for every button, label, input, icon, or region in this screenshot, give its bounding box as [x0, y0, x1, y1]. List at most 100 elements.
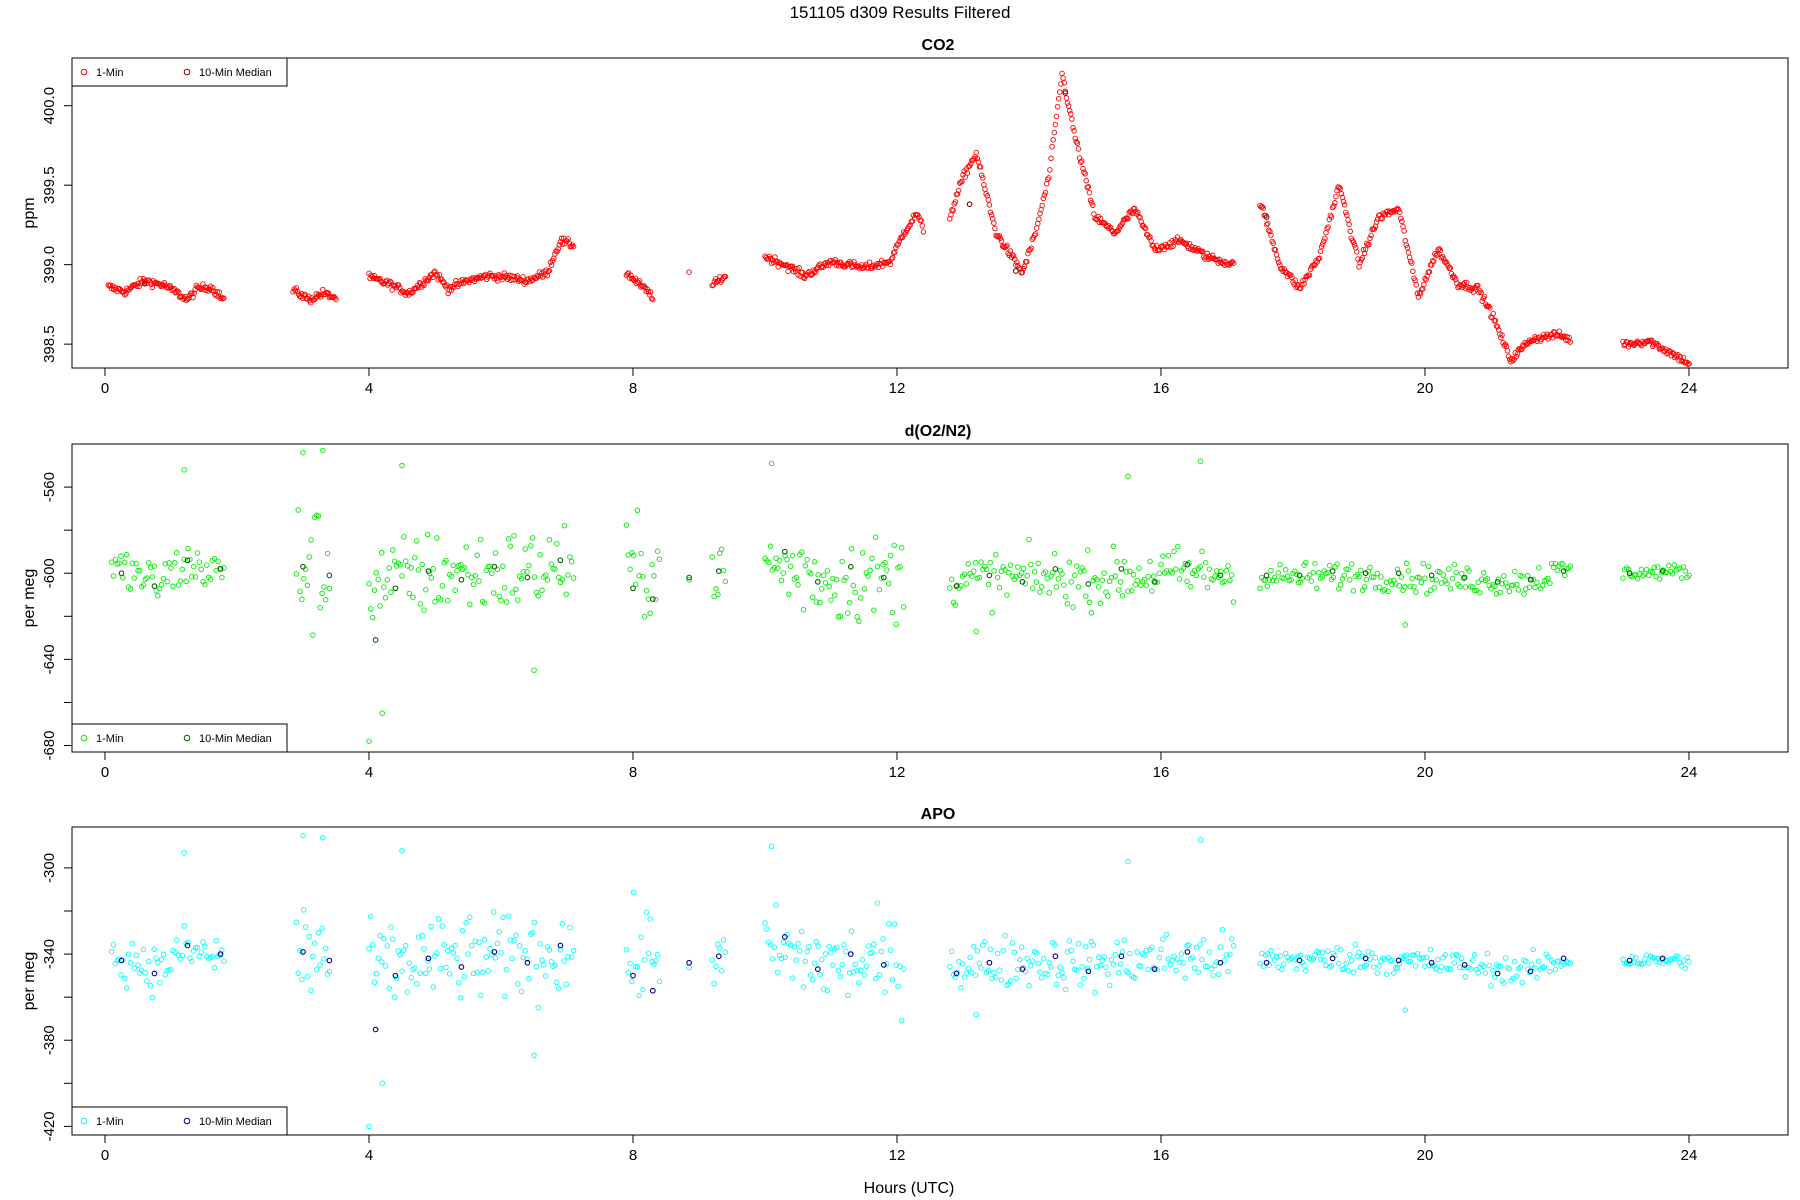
one-min-point: [647, 916, 653, 922]
one-min-point: [887, 552, 894, 559]
one-min-point: [1037, 969, 1043, 975]
one-min-point: [1513, 581, 1520, 588]
one-min-point: [1539, 334, 1546, 341]
one-min-point: [985, 967, 992, 974]
one-min-point: [1504, 348, 1511, 354]
one-min-point: [1136, 213, 1142, 220]
one-min-point: [804, 556, 810, 563]
one-min-point: [1007, 562, 1014, 568]
one-min-point: [144, 978, 150, 984]
one-min-point: [643, 909, 650, 916]
one-min-point: [1002, 932, 1008, 939]
one-min-point: [454, 567, 460, 574]
one-min-point: [211, 965, 218, 971]
one-min-point: [467, 914, 473, 921]
one-min-point: [874, 563, 881, 570]
one-min-point: [1052, 121, 1059, 128]
one-min-point: [1374, 970, 1381, 976]
one-min-point: [535, 593, 541, 599]
y-tick-label-co2: 398.5: [41, 325, 58, 363]
one-min-point: [1558, 334, 1565, 340]
one-min-point: [1124, 215, 1130, 221]
one-min-point: [978, 172, 985, 179]
one-min-point: [1212, 573, 1218, 580]
one-min-point: [809, 977, 816, 983]
one-min-point: [1494, 324, 1501, 330]
one-min-point: [125, 951, 132, 957]
one-min-point: [1272, 247, 1279, 253]
one-min-point: [1385, 588, 1392, 595]
one-min-point: [390, 547, 396, 553]
one-min-point: [887, 947, 894, 953]
one-min-point: [397, 952, 403, 958]
one-min-point: [859, 956, 866, 963]
y-tick-label-apo: -300: [41, 853, 58, 883]
one-min-point: [563, 981, 569, 988]
one-min-point: [1125, 858, 1131, 865]
one-min-point: [1399, 218, 1405, 225]
x-tick-label-o2n2: 4: [365, 764, 373, 781]
one-min-point: [1381, 587, 1388, 593]
one-min-point: [498, 597, 504, 604]
legend-label-one-min: 1-Min: [96, 733, 124, 745]
one-min-point: [1048, 964, 1054, 970]
x-tick-label-co2: 0: [101, 380, 109, 397]
one-min-point: [1085, 183, 1092, 190]
one-min-point: [811, 960, 818, 966]
one-min-point: [710, 282, 717, 288]
one-min-point: [722, 273, 729, 280]
one-min-point: [1407, 583, 1414, 590]
one-min-point: [1644, 952, 1650, 958]
one-min-point: [1273, 577, 1280, 584]
median-point: [300, 563, 306, 570]
one-min-point: [1199, 956, 1205, 963]
median-point: [184, 557, 191, 564]
one-min-point: [375, 955, 381, 961]
one-min-point: [1435, 956, 1441, 963]
one-min-point: [869, 949, 875, 956]
one-min-point: [1438, 964, 1445, 970]
one-min-point: [1228, 936, 1235, 942]
one-min-point: [432, 268, 438, 275]
one-min-point: [817, 599, 823, 606]
median-point: [781, 548, 788, 555]
one-min-point: [1123, 569, 1129, 575]
one-min-point: [470, 970, 477, 977]
one-min-point: [1058, 81, 1064, 87]
median-point: [392, 585, 399, 592]
one-min-point: [181, 923, 187, 929]
one-min-point: [887, 261, 894, 268]
y-axis-label-co2: ppm: [21, 197, 38, 228]
one-min-point: [800, 984, 807, 990]
x-tick-label-o2n2: 0: [101, 764, 109, 781]
one-min-point: [1401, 228, 1407, 234]
one-min-point: [1552, 560, 1559, 567]
one-min-point: [802, 563, 809, 569]
one-min-point: [812, 269, 819, 275]
one-min-point: [1128, 588, 1135, 594]
one-min-point: [1442, 952, 1448, 958]
one-min-point: [1292, 277, 1298, 283]
panel-o2n2: d(O2/N2) per meg 0 4 8 12 16 20 24 -680 -640 -600 -5…: [21, 423, 1789, 781]
median-point: [1494, 578, 1501, 585]
one-min-point: [537, 941, 543, 947]
one-min-point: [432, 599, 438, 605]
one-min-point: [1101, 570, 1107, 576]
one-min-point: [1210, 972, 1216, 979]
one-min-point: [1169, 570, 1175, 576]
one-min-point: [1183, 240, 1190, 247]
one-min-point: [133, 560, 139, 567]
one-min-point: [1176, 959, 1183, 965]
one-min-point: [1501, 342, 1507, 349]
one-min-point: [423, 970, 429, 977]
one-min-point: [986, 202, 993, 208]
one-min-point: [1114, 559, 1120, 565]
one-min-point: [1354, 249, 1360, 255]
one-min-point: [846, 599, 853, 606]
one-min-point: [452, 587, 458, 593]
one-min-point: [1055, 95, 1062, 102]
one-min-point: [882, 989, 888, 995]
x-tick-label-o2n2: 20: [1417, 764, 1434, 781]
one-min-point: [366, 1123, 372, 1130]
one-min-point: [1075, 940, 1082, 947]
